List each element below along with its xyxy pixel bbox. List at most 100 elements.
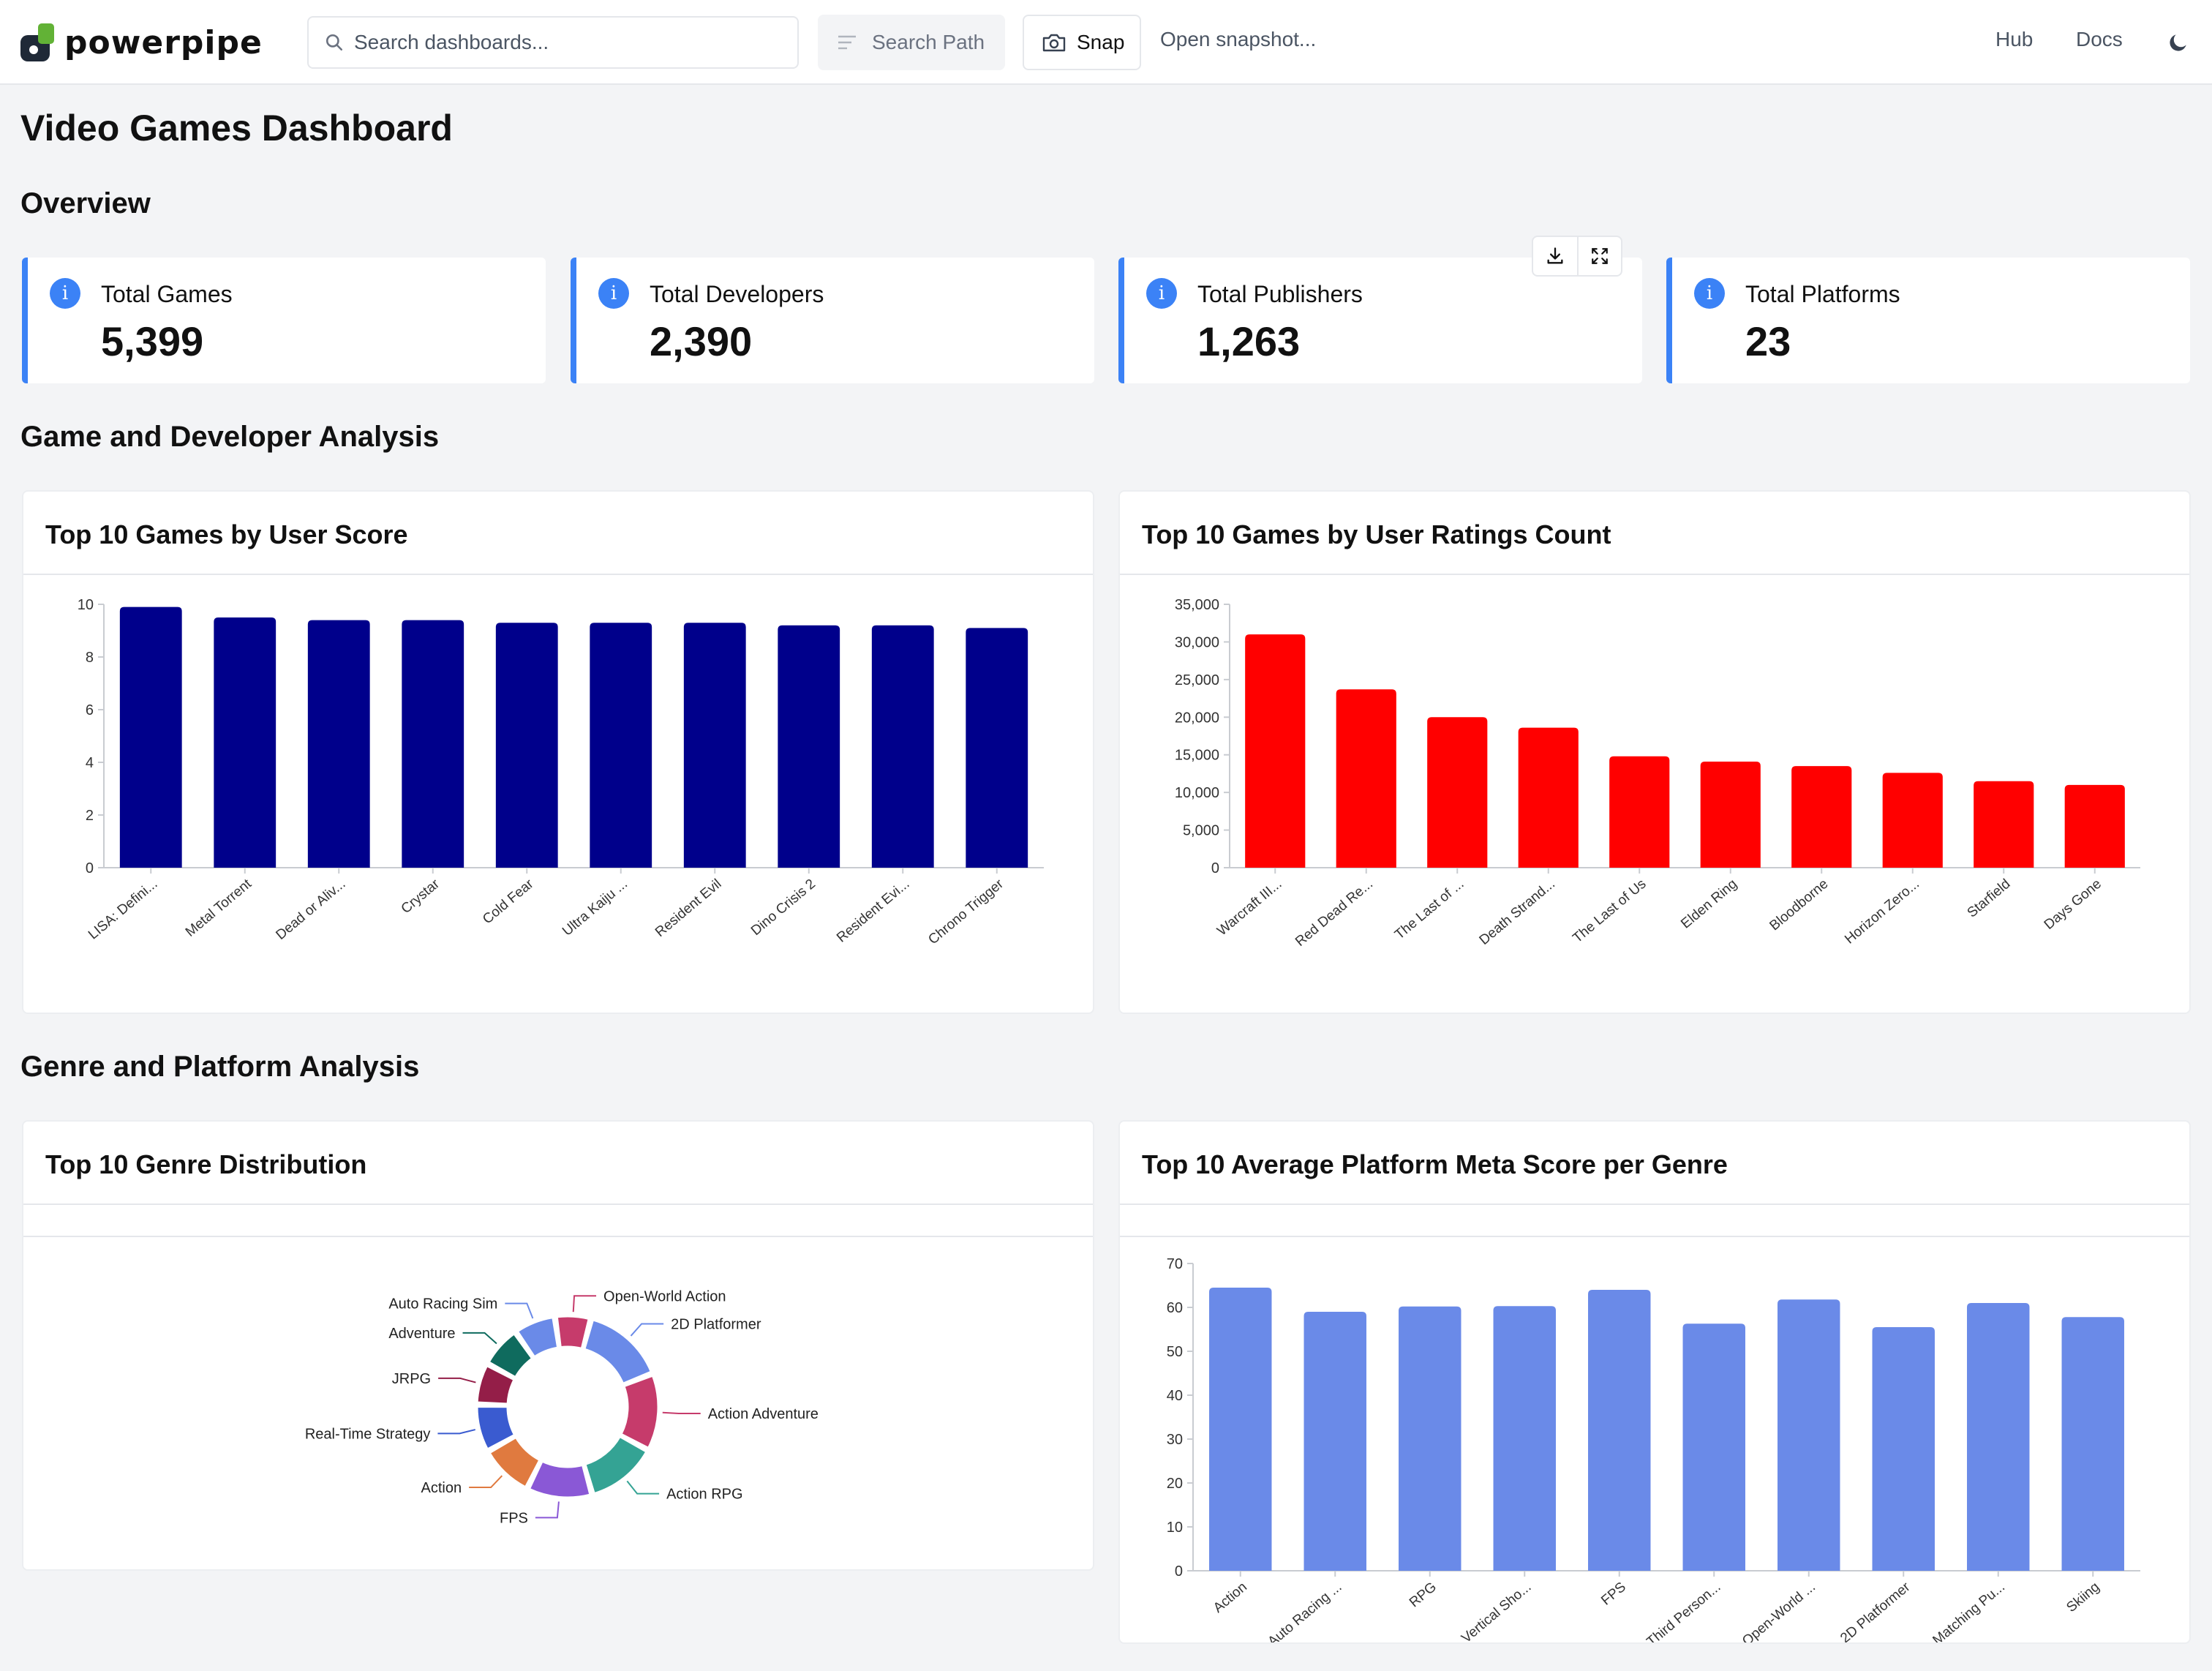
panel-divider — [23, 574, 1093, 575]
x-tick-label: Dead or Aliv... — [273, 876, 348, 943]
y-tick-label: 60 — [1167, 1300, 1183, 1316]
bar — [1493, 1306, 1556, 1571]
donut-slice — [475, 1364, 516, 1405]
bar — [119, 607, 182, 868]
card-value: 23 — [1745, 318, 1791, 364]
card-label: Total Publishers — [1197, 281, 1363, 307]
snap-label: Snap — [1077, 31, 1125, 53]
bar — [1518, 727, 1579, 868]
y-tick-label: 70 — [1167, 1256, 1183, 1272]
x-tick-label: Skiing — [2064, 1580, 2102, 1615]
slice-label: Action Adventure — [708, 1406, 819, 1422]
slice-label: Open-World Action — [603, 1288, 726, 1304]
search-path-button[interactable]: Search Path — [818, 15, 1005, 70]
donut-slice — [475, 1405, 516, 1451]
y-tick-label: 35,000 — [1175, 597, 1219, 613]
donut-slice — [584, 1435, 648, 1495]
label-leader — [469, 1475, 503, 1489]
x-tick-label: Action — [1211, 1580, 1250, 1616]
y-tick-label: 15,000 — [1175, 748, 1219, 764]
donut-slice — [516, 1316, 560, 1359]
snap-button[interactable]: Snap — [1023, 15, 1141, 70]
x-tick-label: RPG — [1407, 1580, 1440, 1611]
section-game-dev-title: Game and Developer Analysis — [20, 421, 440, 453]
label-leader — [462, 1332, 497, 1345]
panel-divider — [23, 1204, 1093, 1205]
bar — [1791, 766, 1852, 868]
bar — [1700, 761, 1761, 868]
docs-link[interactable]: Docs — [2076, 28, 2123, 50]
y-tick-label: 0 — [1175, 1563, 1183, 1580]
search-dashboards[interactable] — [307, 16, 799, 69]
open-snapshot-link[interactable]: Open snapshot... — [1160, 28, 1317, 50]
panel-divider — [1120, 1236, 2189, 1237]
slice-label: FPS — [500, 1510, 528, 1526]
x-tick-label: Dino Crisis 2 — [748, 876, 819, 939]
y-tick-label: 5,000 — [1183, 823, 1219, 839]
card-total-games[interactable]: i Total Games 5,399 — [22, 258, 546, 383]
y-tick-label: 30,000 — [1175, 634, 1219, 650]
x-tick-label: The Last of ... — [1392, 876, 1467, 943]
bar — [1304, 1312, 1366, 1571]
bar — [1882, 773, 1943, 868]
card-total-developers[interactable]: i Total Developers 2,390 — [571, 258, 1094, 383]
search-input[interactable] — [354, 31, 778, 54]
info-icon: i — [598, 278, 629, 309]
hub-link[interactable]: Hub — [1995, 28, 2034, 50]
card-toolbar — [1532, 236, 1622, 277]
search-icon — [326, 34, 343, 51]
slice-label: Auto Racing Sim — [388, 1296, 497, 1313]
donut-slice — [488, 1436, 541, 1489]
bar — [1872, 1327, 1935, 1571]
x-tick-label: Vertical Sho... — [1459, 1580, 1534, 1642]
donut-slice — [620, 1374, 660, 1449]
powerpipe-logo[interactable]: powerpipe — [20, 23, 263, 63]
label-leader — [626, 1480, 660, 1495]
x-tick-label: Chrono Trigger — [925, 876, 1007, 947]
slice-label: Action — [421, 1480, 462, 1496]
info-icon: i — [50, 278, 80, 309]
card-total-publishers[interactable]: i Total Publishers 1,263 — [1118, 258, 1642, 383]
card-label: Total Games — [101, 281, 233, 307]
slice-label: JRPG — [392, 1371, 431, 1387]
x-tick-label: Open-World ... — [1739, 1580, 1818, 1642]
camera-icon — [1042, 34, 1066, 52]
x-tick-label: Third Person... — [1644, 1580, 1724, 1642]
donut-slice — [555, 1315, 590, 1350]
download-button[interactable] — [1533, 237, 1577, 275]
bar — [1682, 1323, 1745, 1571]
x-tick-label: Death Strand... — [1477, 876, 1558, 948]
moon-icon[interactable] — [2167, 31, 2190, 54]
genre-donut-chart: 2D Platformer Action Adventure Action RPG F… — [305, 1288, 819, 1526]
x-tick-label: Warcraft III... — [1214, 876, 1284, 939]
panel-title: Top 10 Genre Distribution — [45, 1149, 367, 1179]
label-leader — [572, 1295, 597, 1313]
y-tick-label: 0 — [1211, 860, 1219, 876]
card-value: 5,399 — [101, 318, 204, 364]
x-tick-label: 2D Platformer — [1837, 1579, 1914, 1642]
card-label: Total Developers — [650, 281, 824, 307]
bar — [966, 628, 1028, 868]
x-tick-label: Resident Evil — [652, 876, 724, 940]
x-tick-label: Matching Pu... — [1930, 1580, 2008, 1642]
y-tick-label: 30 — [1167, 1432, 1183, 1448]
y-tick-label: 25,000 — [1175, 672, 1219, 688]
bar — [402, 620, 464, 868]
panel-divider — [23, 1236, 1093, 1237]
card-total-platforms[interactable]: i Total Platforms 23 — [1666, 258, 2190, 383]
label-leader — [505, 1302, 534, 1319]
panel-title: Top 10 Average Platform Meta Score per G… — [1142, 1149, 1728, 1179]
bar — [1974, 781, 2034, 868]
y-tick-label: 10 — [78, 597, 94, 613]
x-tick-label: Auto Racing ... — [1265, 1580, 1344, 1642]
x-tick-label: Bloodborne — [1767, 876, 1832, 934]
bar — [590, 623, 652, 868]
bar — [1778, 1299, 1840, 1571]
x-tick-label: Red Dead Re... — [1293, 876, 1376, 950]
expand-button[interactable] — [1576, 237, 1621, 275]
x-tick-label: Ultra Kaiju ... — [560, 876, 631, 939]
bar — [871, 625, 934, 868]
panel-title: Top 10 Games by User Ratings Count — [1142, 519, 1611, 549]
slice-label: Real-Time Strategy — [305, 1426, 431, 1442]
bar — [495, 623, 558, 868]
